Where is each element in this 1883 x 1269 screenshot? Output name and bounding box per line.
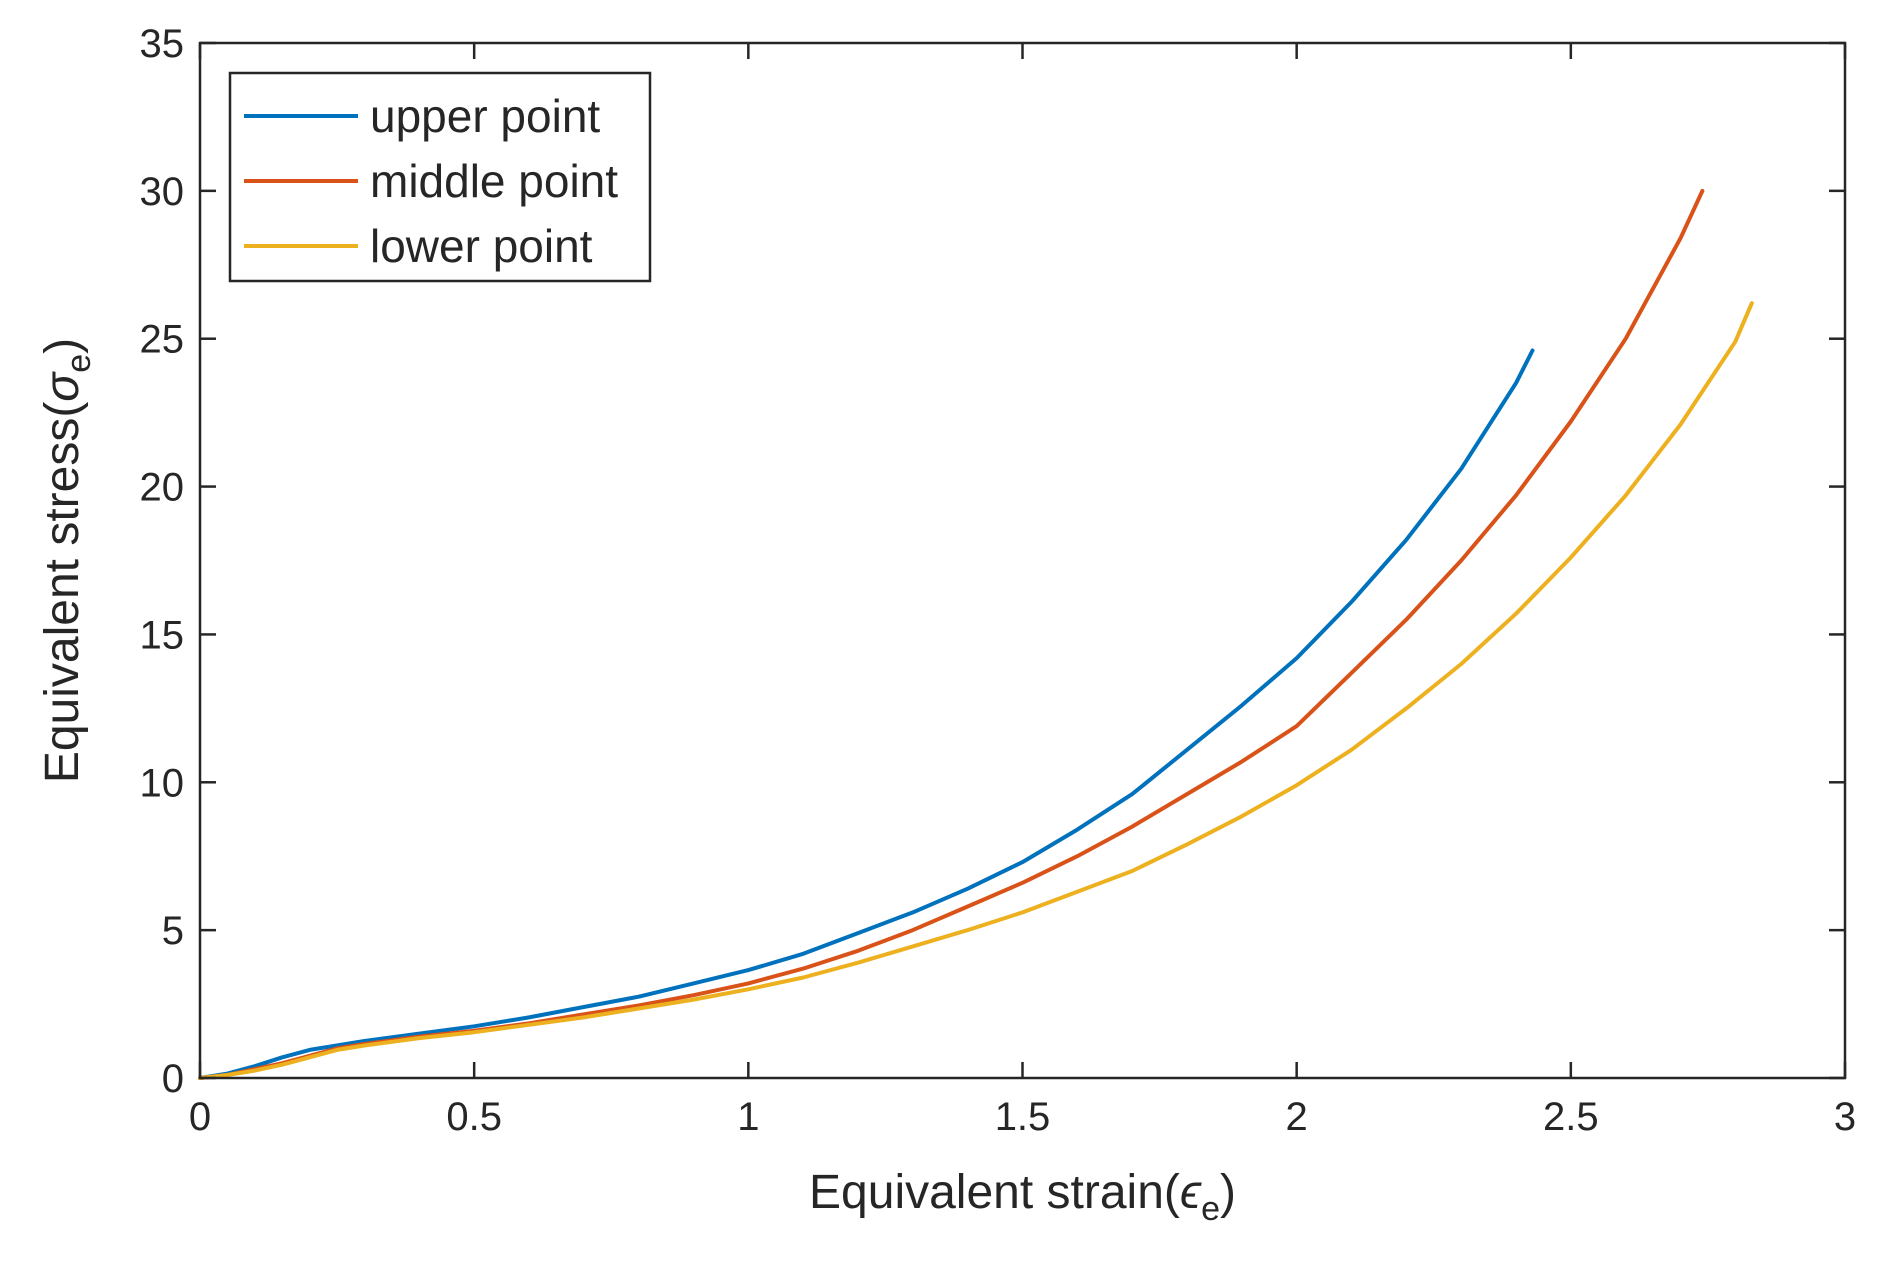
legend-label: middle point	[370, 155, 618, 207]
x-tick-label: 1.5	[995, 1095, 1051, 1139]
y-tick-label: 15	[140, 613, 185, 657]
x-axis-label: Equivalent strain(ϵe)	[809, 1166, 1236, 1228]
series-line-lower-point	[198, 301, 1754, 1080]
ticks-layer	[198, 41, 1847, 1080]
legend-entry: upper point	[244, 90, 600, 142]
legend-entries: upper point middle point lower point	[244, 90, 618, 272]
x-tick-label: 2	[1286, 1095, 1308, 1139]
x-tick-label: 3	[1834, 1095, 1856, 1139]
y-tick-label: 35	[140, 22, 185, 66]
series-line-middle-point	[198, 188, 1705, 1080]
y-tick-label: 25	[140, 318, 185, 362]
legend-entry: lower point	[244, 220, 593, 272]
x-tick-label: 0.5	[446, 1095, 502, 1139]
legend-label: upper point	[370, 90, 600, 142]
y-tick-label: 30	[140, 170, 185, 214]
y-axis-label: Equivalent stress(σe)	[36, 338, 98, 783]
series-line-upper-point	[198, 348, 1535, 1080]
x-tick-label: 2.5	[1543, 1095, 1599, 1139]
x-tick-label: 0	[189, 1095, 211, 1139]
y-tick-label: 10	[140, 761, 185, 805]
y-tick-label: 20	[140, 466, 185, 510]
legend-label: lower point	[370, 220, 593, 272]
legend: upper point middle point lower point	[228, 71, 652, 283]
y-tick-label: 0	[162, 1057, 184, 1101]
legend-entry: middle point	[244, 155, 618, 207]
series-layer	[198, 188, 1754, 1080]
y-tick-label: 5	[162, 909, 184, 953]
x-tick-label: 1	[737, 1095, 759, 1139]
